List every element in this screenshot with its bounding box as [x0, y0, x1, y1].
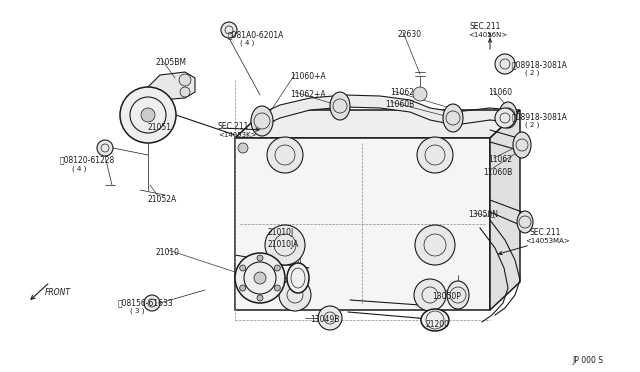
Text: 11060+A: 11060+A: [290, 72, 326, 81]
Ellipse shape: [287, 263, 309, 293]
Circle shape: [415, 225, 455, 265]
Text: ( 4 ): ( 4 ): [72, 165, 86, 171]
Polygon shape: [235, 110, 520, 138]
Text: Ⓑ08156-61633: Ⓑ08156-61633: [118, 298, 173, 307]
Polygon shape: [148, 72, 195, 100]
Ellipse shape: [330, 92, 350, 120]
Text: Ⓑ081A0-6201A: Ⓑ081A0-6201A: [228, 30, 284, 39]
Text: 2105BM: 2105BM: [155, 58, 186, 67]
Circle shape: [318, 306, 342, 330]
Text: <14053K>: <14053K>: [218, 132, 257, 138]
Circle shape: [235, 253, 285, 303]
Circle shape: [239, 265, 246, 271]
Circle shape: [417, 137, 453, 173]
Circle shape: [238, 143, 248, 153]
Circle shape: [275, 265, 280, 271]
Text: SEC.211: SEC.211: [470, 22, 501, 31]
Text: 13049B: 13049B: [310, 315, 339, 324]
Text: 11060: 11060: [488, 88, 512, 97]
Text: 21051: 21051: [148, 123, 172, 132]
Circle shape: [495, 108, 515, 128]
Polygon shape: [235, 138, 490, 310]
Text: 21010: 21010: [155, 248, 179, 257]
Text: Ⓝ08918-3081A: Ⓝ08918-3081A: [512, 60, 568, 69]
Circle shape: [180, 87, 190, 97]
Circle shape: [279, 279, 311, 311]
Text: 22630: 22630: [398, 30, 422, 39]
Polygon shape: [490, 110, 520, 310]
Ellipse shape: [513, 132, 531, 158]
Text: 13050N: 13050N: [468, 210, 498, 219]
Text: Ⓑ08120-61228: Ⓑ08120-61228: [60, 155, 115, 164]
Circle shape: [265, 225, 305, 265]
Circle shape: [257, 255, 263, 261]
Text: 11060B: 11060B: [385, 100, 414, 109]
Ellipse shape: [421, 309, 449, 331]
Text: Ⓝ08918-3081A: Ⓝ08918-3081A: [512, 112, 568, 121]
Polygon shape: [258, 95, 455, 128]
Text: 11062+A: 11062+A: [290, 90, 326, 99]
Text: ( 2 ): ( 2 ): [525, 70, 540, 77]
Text: ( 4 ): ( 4 ): [240, 40, 254, 46]
Text: 21010J: 21010J: [268, 228, 294, 237]
Text: 11062: 11062: [390, 88, 414, 97]
Text: 21010JA: 21010JA: [268, 240, 300, 249]
Circle shape: [257, 295, 263, 301]
Text: SEC.211: SEC.211: [530, 228, 561, 237]
Text: ( 2 ): ( 2 ): [525, 122, 540, 128]
Circle shape: [179, 74, 191, 86]
Ellipse shape: [251, 106, 273, 136]
Ellipse shape: [499, 102, 517, 128]
Text: 21200: 21200: [425, 320, 449, 329]
Circle shape: [495, 54, 515, 74]
Circle shape: [239, 285, 246, 291]
Text: FRONT: FRONT: [45, 288, 71, 297]
Circle shape: [144, 295, 160, 311]
Text: 21052A: 21052A: [148, 195, 177, 204]
Text: 11062: 11062: [488, 155, 512, 164]
Ellipse shape: [517, 211, 533, 233]
Circle shape: [141, 108, 155, 122]
Text: <14053MA>: <14053MA>: [525, 238, 570, 244]
Circle shape: [221, 22, 237, 38]
Circle shape: [120, 87, 176, 143]
Circle shape: [97, 140, 113, 156]
Circle shape: [267, 137, 303, 173]
Circle shape: [275, 285, 280, 291]
Text: SEC.211: SEC.211: [218, 122, 250, 131]
Circle shape: [413, 87, 427, 101]
Text: <14056N>: <14056N>: [468, 32, 508, 38]
Text: JP 000 S: JP 000 S: [572, 356, 603, 365]
Circle shape: [414, 279, 446, 311]
Text: ( 3 ): ( 3 ): [130, 308, 145, 314]
Circle shape: [254, 272, 266, 284]
Text: 13050P: 13050P: [432, 292, 461, 301]
Text: 11060B: 11060B: [483, 168, 512, 177]
Ellipse shape: [443, 104, 463, 132]
Ellipse shape: [447, 281, 469, 309]
